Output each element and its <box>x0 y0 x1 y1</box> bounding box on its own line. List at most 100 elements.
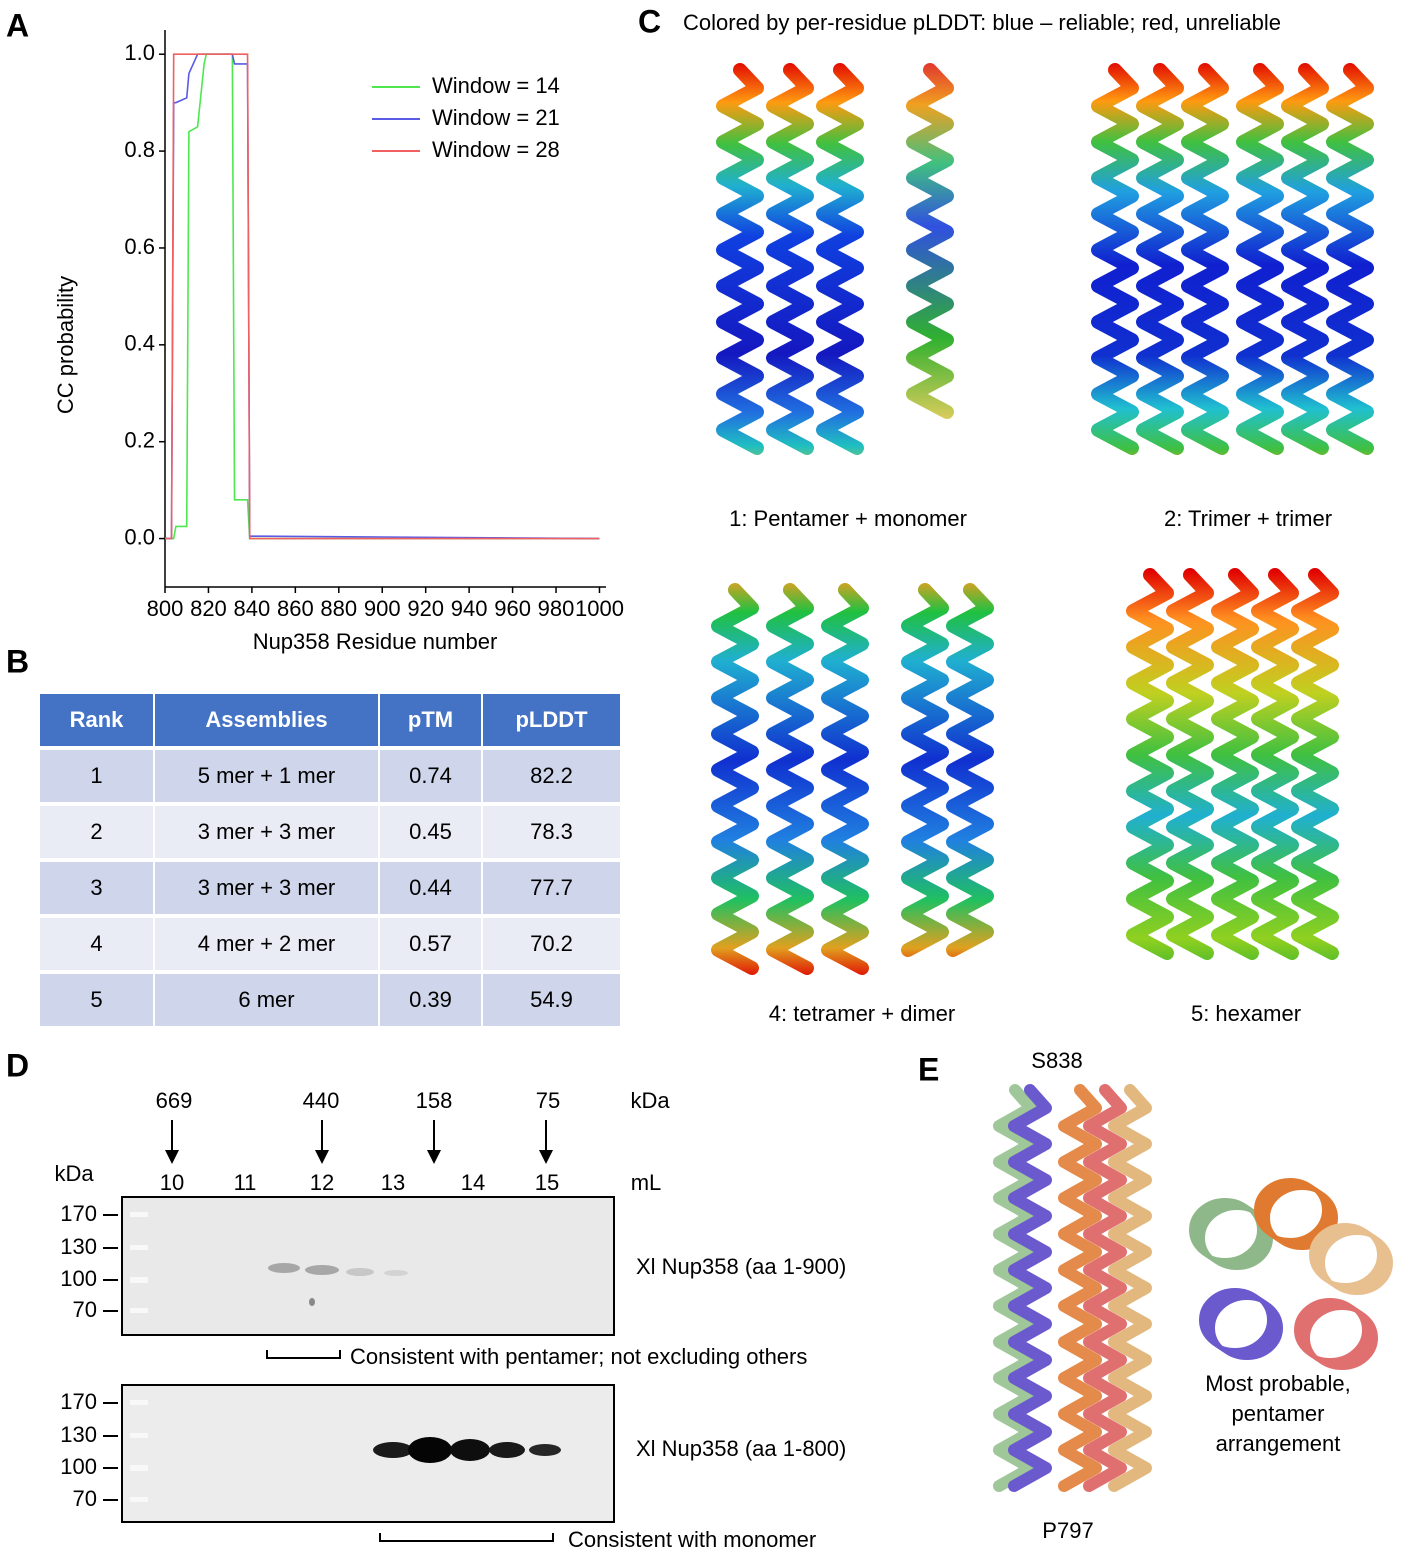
helix <box>1126 568 1174 960</box>
fraction-label: 15 <box>535 1170 559 1195</box>
ladder-label: 130 <box>60 1422 97 1447</box>
helix <box>993 1084 1037 1492</box>
table-cell <box>483 750 620 802</box>
table-cell <box>380 862 481 914</box>
helix <box>1058 1084 1102 1492</box>
fraction-label: 10 <box>160 1170 184 1195</box>
ladder-label: 130 <box>60 1234 97 1259</box>
x-tick-label: 840 <box>234 596 271 621</box>
table-cell-text: 0.74 <box>409 763 452 788</box>
table-header: pLDDT <box>515 707 588 732</box>
table-cell-text: 2 <box>90 819 102 844</box>
table-header-cell <box>483 694 620 746</box>
model-caption: 2: Trimer + trimer <box>1164 506 1332 531</box>
helix <box>1326 63 1374 455</box>
blot <box>121 1196 615 1336</box>
panel-label: C <box>638 3 661 39</box>
residue-label: P797 <box>1042 1518 1093 1543</box>
standard-unit: kDa <box>630 1088 670 1113</box>
ladder-label: 170 <box>60 1389 97 1414</box>
bracket <box>266 1350 341 1359</box>
helix <box>946 583 994 957</box>
blot-note: Consistent with pentamer; not excluding … <box>350 1344 807 1369</box>
helix-top-view <box>1211 1296 1283 1360</box>
helix <box>1008 1084 1052 1492</box>
table-cell-text: 54.9 <box>530 987 573 1012</box>
ladder-label: 100 <box>60 1454 97 1479</box>
table-cell <box>380 918 481 970</box>
fraction-label: 14 <box>461 1170 485 1195</box>
helix <box>766 63 814 455</box>
table-cell <box>155 806 378 858</box>
helix <box>711 583 759 975</box>
helix-top-view <box>1201 1206 1273 1270</box>
table-cell <box>380 806 481 858</box>
table-header-cell <box>40 694 153 746</box>
table-cell <box>155 750 378 802</box>
standard-label: 158 <box>416 1088 453 1113</box>
x-tick-label: 980 <box>538 596 575 621</box>
table-cell-text: 0.45 <box>409 819 452 844</box>
model-caption: 5: hexamer <box>1191 1001 1301 1026</box>
x-axis-label: Nup358 Residue number <box>253 629 498 654</box>
helix <box>766 583 814 975</box>
helix <box>901 583 949 957</box>
fraction-label: 13 <box>381 1170 405 1195</box>
standard-label: 75 <box>536 1088 560 1113</box>
x-tick-label: 820 <box>190 596 227 621</box>
residue-label: S838 <box>1031 1048 1082 1073</box>
table-cell <box>155 974 378 1026</box>
ladder-label: 70 <box>73 1486 97 1511</box>
gel-bands <box>268 1263 561 1463</box>
table-header: pTM <box>408 707 453 732</box>
bracket <box>379 1533 554 1542</box>
x-tick-label: 880 <box>320 596 357 621</box>
table-cell-text: 78.3 <box>530 819 573 844</box>
table-cell-text: 70.2 <box>530 931 573 956</box>
helix-top-view <box>1321 1231 1393 1295</box>
table-cell-text: 3 mer + 3 mer <box>198 875 336 900</box>
ladder-label: 70 <box>73 1297 97 1322</box>
y-tick-label: 0.4 <box>124 331 155 356</box>
structure-caption: pentamer <box>1232 1401 1325 1426</box>
x-tick-label: 900 <box>364 596 401 621</box>
ladder-label: 170 <box>60 1201 97 1226</box>
blot-label: Xl Nup358 (aa 1-800) <box>636 1436 846 1461</box>
helix <box>1166 568 1214 960</box>
x-tick-label: 920 <box>407 596 444 621</box>
y-tick-label: 0.0 <box>124 524 155 549</box>
table-cell <box>380 750 481 802</box>
structure-caption: arrangement <box>1216 1431 1341 1456</box>
table-cell <box>483 862 620 914</box>
helix <box>816 63 864 455</box>
helix-top-view <box>1306 1306 1378 1370</box>
table-cell <box>40 806 153 858</box>
panel-label: D <box>6 1047 29 1083</box>
helix <box>1281 63 1329 455</box>
table-header-cell <box>380 694 481 746</box>
table-cell-text: 4 mer + 2 mer <box>198 931 336 956</box>
table-cell-text: 0.44 <box>409 875 452 900</box>
x-tick-label: 940 <box>451 596 488 621</box>
table-cell-text: 0.39 <box>409 987 452 1012</box>
table-cell-text: 3 mer + 3 mer <box>198 819 336 844</box>
table-cell-text: 82.2 <box>530 763 573 788</box>
model-caption: 4: tetramer + dimer <box>769 1001 955 1026</box>
table-header: Assemblies <box>205 707 327 732</box>
helix <box>906 63 954 419</box>
table-cell <box>40 974 153 1026</box>
helix <box>1211 568 1259 960</box>
ladder-label: 100 <box>60 1266 97 1291</box>
y-tick-label: 0.8 <box>124 137 155 162</box>
standard-arrows <box>171 1120 547 1152</box>
y-tick-label: 0.6 <box>124 234 155 259</box>
table-cell-text: 6 mer <box>238 987 294 1012</box>
table-cell <box>483 918 620 970</box>
table-cell <box>40 750 153 802</box>
table-header: Rank <box>70 707 125 732</box>
table-cell-text: 5 mer + 1 mer <box>198 763 336 788</box>
standard-label: 669 <box>156 1088 193 1113</box>
x-tick-label: 860 <box>277 596 314 621</box>
standard-label: 440 <box>303 1088 340 1113</box>
